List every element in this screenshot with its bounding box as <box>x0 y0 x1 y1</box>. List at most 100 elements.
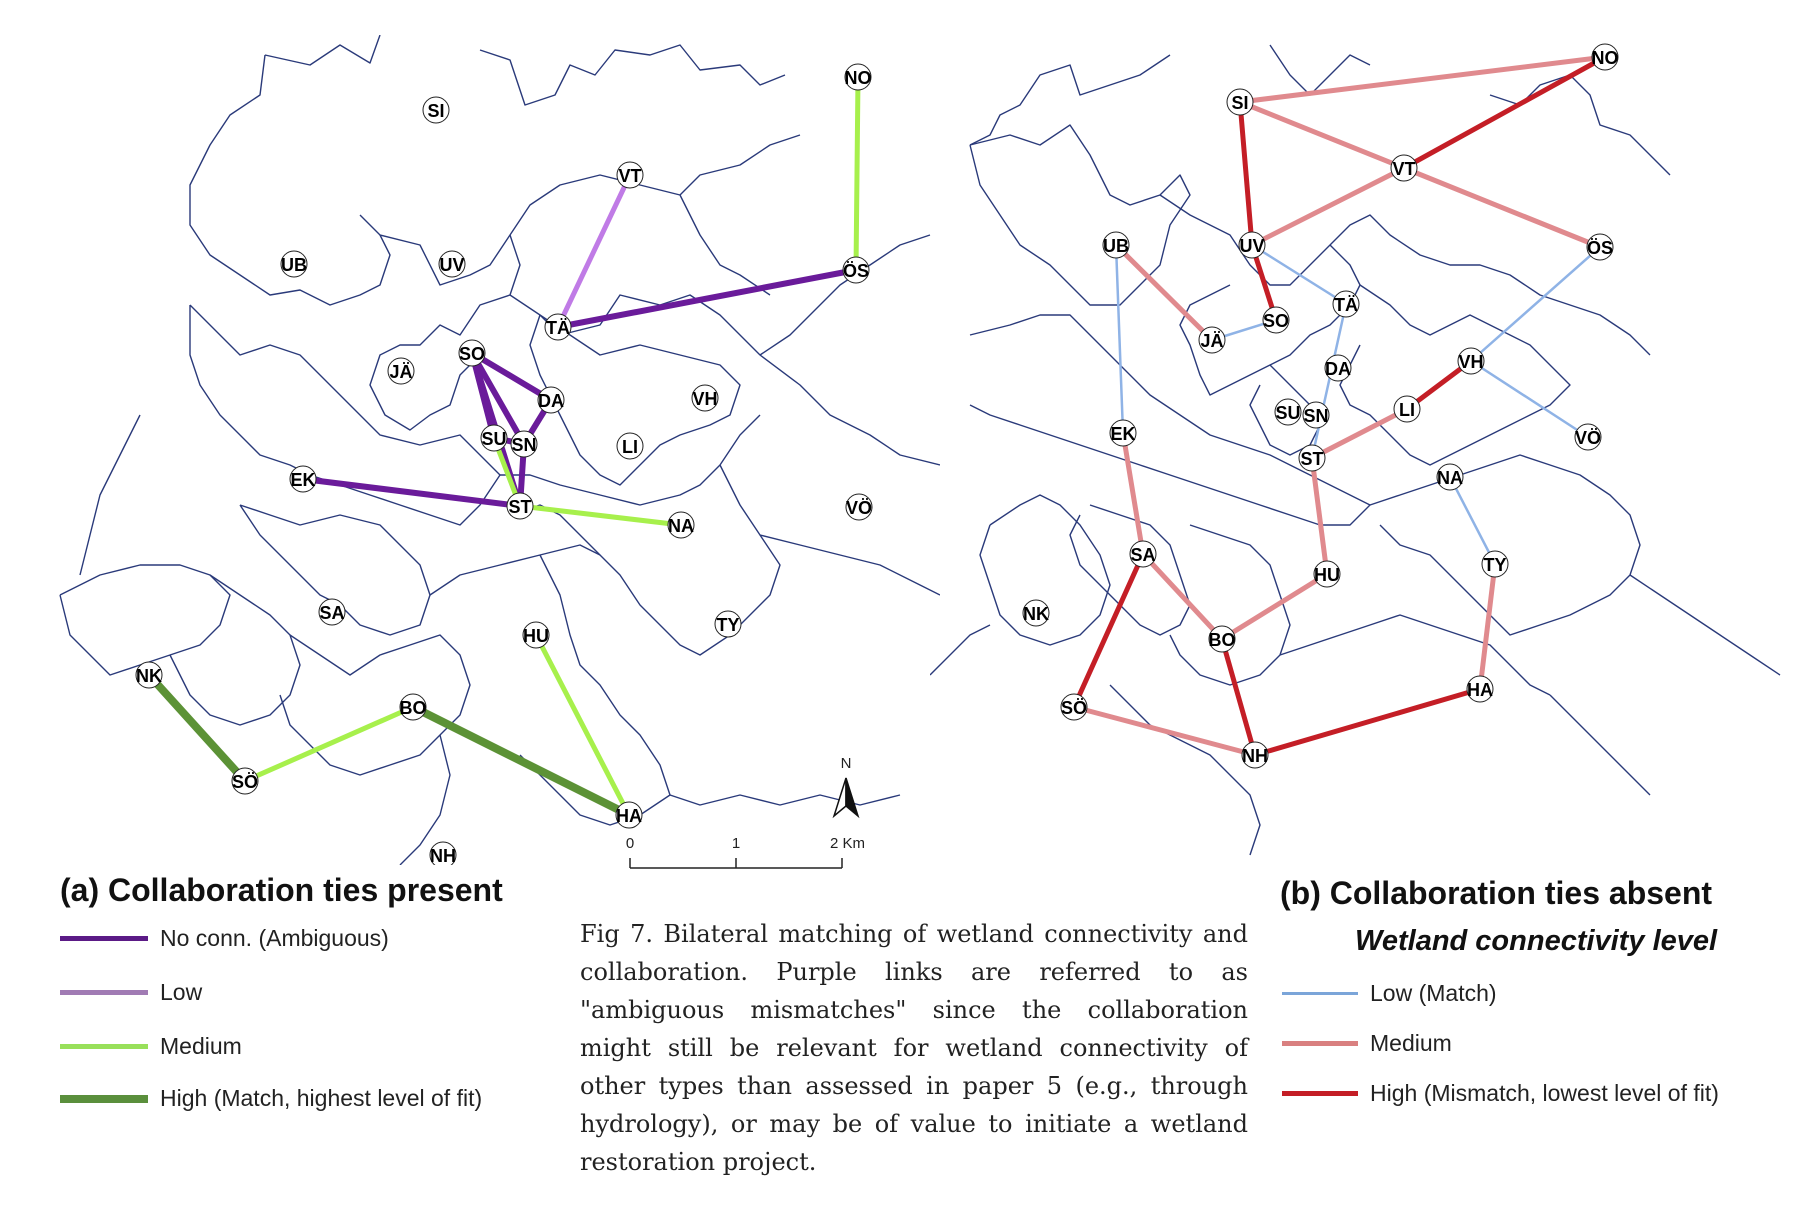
node-marker <box>1198 326 1226 354</box>
node-VH: VH <box>691 384 719 412</box>
node-label: VT <box>1392 159 1415 179</box>
link-BO-NH-high <box>1219 636 1258 758</box>
legend-label: No conn. (Ambiguous) <box>160 925 389 951</box>
node-DA: DA <box>537 386 565 414</box>
node-label: SN <box>511 435 536 455</box>
node-label: BO <box>400 698 427 718</box>
node-marker <box>1332 290 1360 318</box>
link-NK-SÖ-high <box>145 671 249 785</box>
node-label: VH <box>1458 352 1483 372</box>
scale-tick-1: 1 <box>732 835 740 852</box>
node-label: VÖ <box>1575 428 1601 448</box>
link-BO-HA-high <box>409 703 633 819</box>
node-label: VH <box>692 389 717 409</box>
scale-bar: N 0 1 2 Km <box>626 755 865 869</box>
node-marker <box>1324 354 1352 382</box>
node-NA: NA <box>1436 463 1464 491</box>
node-SN: SN <box>510 430 538 458</box>
municipal-boundaries <box>930 44 1781 856</box>
node-label: ST <box>508 497 531 517</box>
municipal-boundaries <box>59 35 940 865</box>
nodes-layer: NO SI VT UB UV ÖS TÄ SO JÄ DA VH SU SN LI EK VÖ ST NA SA HU… <box>1022 43 1619 769</box>
node-label: NO <box>1592 48 1619 68</box>
scale-tick-0: 0 <box>626 835 634 852</box>
node-label: TÄ <box>1334 295 1358 315</box>
node-label: NH <box>430 846 456 865</box>
node-marker <box>1022 599 1050 627</box>
node-marker <box>422 96 450 124</box>
node-NH: NH <box>1241 741 1269 769</box>
node-SO: SO <box>458 339 486 367</box>
node-marker <box>1109 419 1137 447</box>
node-marker <box>1436 463 1464 491</box>
map-collaboration-present: NO SI VT UB UV ÖS TÄ SO JÄ DA VH SU SN LI EK ST VÖ NA SA TY… <box>59 35 940 865</box>
link-SO-SN-noconn <box>469 350 527 447</box>
node-label: SN <box>1303 406 1328 426</box>
node-label: SU <box>1275 403 1300 423</box>
node-label: VÖ <box>846 498 872 518</box>
node-label: UV <box>439 255 464 275</box>
node-label: NO <box>845 68 872 88</box>
node-ST: ST <box>1298 444 1326 472</box>
node-JÄ: JÄ <box>1198 326 1226 354</box>
node-VÖ: VÖ <box>1574 423 1602 451</box>
node-marker <box>1238 231 1266 259</box>
node-BO: BO <box>1208 625 1236 653</box>
node-UB: UB <box>1102 231 1130 259</box>
north-arrow-icon: N <box>832 755 860 819</box>
node-label: SÖ <box>232 772 258 792</box>
node-marker <box>135 661 163 689</box>
link-VT-UV-medium <box>1249 165 1407 248</box>
node-VÖ: VÖ <box>845 493 873 521</box>
node-label: DA <box>538 391 564 411</box>
legend-swatch <box>60 936 148 941</box>
node-marker <box>480 424 508 452</box>
link-SÖ-NH-medium <box>1071 704 1258 758</box>
node-SU: SU <box>1274 398 1302 426</box>
node-label: NH <box>1242 746 1268 766</box>
legend-label: Medium <box>1370 1030 1452 1056</box>
node-marker <box>438 250 466 278</box>
node-marker <box>429 841 457 865</box>
panel-a-title: (a) Collaboration ties present <box>60 872 503 908</box>
node-marker <box>845 493 873 521</box>
node-HA: HA <box>1466 675 1494 703</box>
node-marker <box>399 693 427 721</box>
node-UV: UV <box>1238 231 1266 259</box>
node-TY: TY <box>1481 550 1509 578</box>
node-label: TY <box>716 615 739 635</box>
node-marker <box>844 63 872 91</box>
scale-tick-2: 2 Km <box>830 835 865 852</box>
node-UB: UB <box>280 250 308 278</box>
node-EK: EK <box>1109 419 1137 447</box>
node-VT: VT <box>616 161 644 189</box>
node-marker <box>1457 347 1485 375</box>
map-collaboration-absent: NO SI VT UB UV ÖS TÄ SO JÄ DA VH SU SN LI EK VÖ ST NA SA HU… <box>930 43 1781 856</box>
link-TÄ-ÖS-noconn <box>555 267 859 330</box>
node-marker <box>510 430 538 458</box>
panel-b-legend-subtitle: Wetland connectivity level <box>1355 925 1718 957</box>
node-label: EK <box>290 470 315 490</box>
node-marker <box>1393 395 1421 423</box>
node-NA: NA <box>667 511 695 539</box>
link-UB-EK-low <box>1114 243 1125 435</box>
link-TY-HA-medium <box>1477 561 1498 692</box>
node-label: LI <box>622 437 638 457</box>
node-marker <box>544 313 572 341</box>
node-label: JÄ <box>1200 331 1223 351</box>
legend-label: High (Match, highest level of fit) <box>160 1085 483 1111</box>
node-marker <box>616 161 644 189</box>
legend-panel-b: Low (Match) Medium High (Mismatch, lowes… <box>1282 980 1802 1130</box>
node-UV: UV <box>438 250 466 278</box>
node-label: HU <box>523 626 549 646</box>
panel-b-title: (b) Collaboration ties absent <box>1280 875 1713 911</box>
node-EK: EK <box>289 465 317 493</box>
link-NH-HA-high <box>1252 686 1483 758</box>
north-label: N <box>841 755 852 772</box>
link-VH-VÖ-low <box>1469 359 1590 439</box>
node-label: UV <box>1239 236 1264 256</box>
link-SI-VT-medium <box>1237 99 1407 171</box>
node-marker <box>842 256 870 284</box>
node-VH: VH <box>1457 347 1485 375</box>
node-marker <box>1208 625 1236 653</box>
